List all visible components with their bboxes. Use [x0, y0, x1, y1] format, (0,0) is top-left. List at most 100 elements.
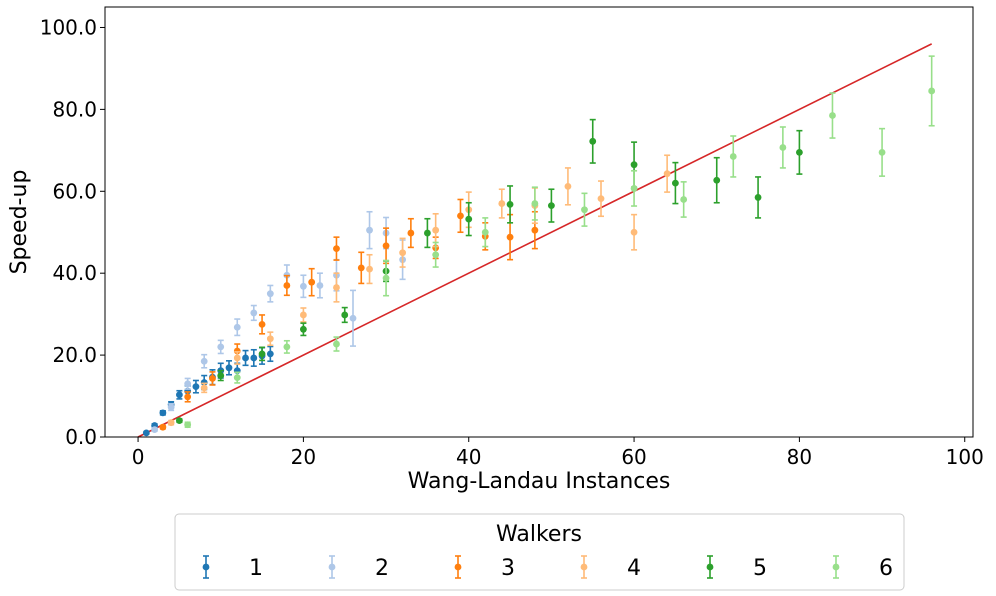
data-point: [481, 228, 489, 236]
legend-item-4: 4: [580, 555, 641, 581]
data-point: [829, 112, 836, 119]
x-tick-label: 20: [291, 445, 316, 469]
data-point: [151, 426, 159, 434]
data-point: [242, 354, 249, 362]
data-point: [225, 364, 233, 372]
data-point: [300, 325, 307, 333]
data-point: [928, 87, 936, 95]
data-point: [200, 384, 208, 392]
y-tick-label: 100.0: [40, 15, 97, 39]
data-point: [266, 335, 274, 343]
data-point: [382, 242, 390, 250]
legend-box: [174, 513, 905, 591]
data-point: [192, 383, 200, 391]
data-point: [233, 323, 241, 331]
data-point: [200, 379, 208, 386]
data-point: [159, 409, 167, 417]
legend-marker: [454, 563, 462, 571]
data-point: [333, 340, 340, 348]
data-point: [142, 429, 150, 437]
data-point: [432, 251, 440, 259]
data-point: [878, 148, 886, 156]
data-point: [531, 226, 539, 234]
legend-items: 1 2 3 4 5 6: [202, 555, 893, 581]
data-point: [300, 282, 307, 290]
legend-item-2: 2: [328, 555, 389, 581]
data-point: [366, 265, 373, 273]
y-axis-title: Speed-up: [7, 170, 32, 275]
data-point: [630, 228, 638, 236]
data-point: [184, 380, 192, 388]
data-point: [531, 200, 539, 207]
data-point: [250, 354, 258, 362]
legend-label: 3: [501, 556, 515, 581]
legend-item-5: 5: [706, 555, 767, 581]
data-point: [233, 347, 241, 355]
data-point: [300, 311, 307, 319]
series-2: [151, 210, 406, 434]
data-point: [465, 215, 473, 223]
y-tick-label: 80.0: [52, 97, 97, 121]
x-axis-title: Wang-Landau Instances: [408, 469, 671, 494]
data-point: [283, 343, 291, 351]
data-point: [217, 343, 225, 351]
x-tick-label: 0: [132, 445, 145, 469]
data-point: [250, 309, 258, 317]
legend-marker: [706, 563, 714, 571]
data-point: [366, 226, 373, 234]
data-point: [167, 403, 175, 411]
data-point: [457, 212, 464, 220]
series-6: [184, 55, 936, 429]
data-point: [308, 278, 316, 286]
legend-item-1: 1: [202, 555, 263, 581]
data-point: [333, 245, 340, 253]
data-point: [382, 274, 390, 282]
data-point: [672, 179, 679, 187]
legend: Walkers 1 2 3 4 5 6: [174, 513, 905, 591]
data-point: [176, 417, 183, 425]
data-point: [754, 194, 762, 201]
data-point: [349, 314, 357, 322]
data-point: [581, 206, 588, 214]
data-point: [184, 421, 192, 429]
data-point: [159, 423, 167, 431]
data-point: [200, 357, 208, 365]
data-point: [184, 393, 192, 401]
legend-label: 6: [879, 556, 893, 581]
legend-item-6: 6: [832, 555, 893, 581]
series-5: [176, 118, 803, 425]
data-point: [258, 320, 266, 328]
data-point: [713, 176, 721, 184]
axis-layer: 0 20 40 60 80 100 0.0 20.0 40.0 60.0 80.0 100.0: [40, 15, 984, 469]
data-point: [399, 249, 406, 257]
legend-label: 1: [249, 556, 263, 581]
data-point: [589, 137, 597, 145]
y-tick-label: 60.0: [52, 179, 97, 203]
data-point: [407, 229, 415, 237]
data-point: [258, 350, 266, 358]
data-point: [176, 391, 183, 399]
data-point: [597, 195, 605, 203]
data-point: [432, 226, 440, 234]
data-point: [217, 372, 225, 379]
y-tick-label: 20.0: [52, 343, 97, 367]
data-point: [729, 153, 737, 160]
legend-item-3: 3: [454, 555, 515, 581]
data-point: [663, 170, 671, 178]
data-point: [283, 282, 291, 289]
data-point: [341, 311, 349, 319]
data-point: [506, 233, 514, 241]
legend-label: 4: [627, 556, 641, 581]
data-point: [424, 229, 431, 237]
plot-frame: [104, 6, 974, 438]
data-point: [357, 264, 365, 272]
data-point: [266, 350, 274, 358]
plot-layer: [137, 43, 936, 438]
data-point: [333, 284, 340, 291]
data-point: [564, 182, 572, 190]
data-point: [779, 144, 787, 151]
x-tick-label: 80: [787, 445, 812, 469]
data-point: [680, 196, 688, 203]
legend-label: 2: [375, 556, 389, 581]
